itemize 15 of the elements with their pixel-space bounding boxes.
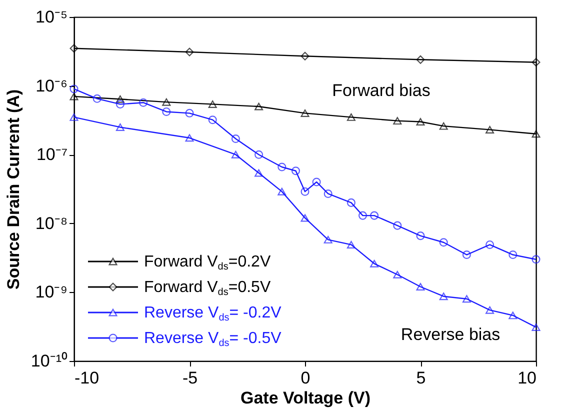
y-tick-label: 10⁻⁶ [36, 76, 68, 96]
y-tick-label: 10⁻¹⁰ [30, 352, 68, 370]
x-tick-label: 0 [300, 368, 310, 388]
y-tick-label: 10⁻⁵ [36, 8, 68, 26]
y-tick-label: 10⁻⁷ [36, 145, 68, 164]
y-tick-label: 10⁻⁸ [35, 214, 68, 233]
x-tick-label: 5 [416, 368, 426, 388]
x-tick-label: -10 [74, 368, 100, 388]
x-tick-label: 10 [518, 368, 536, 388]
y-tick-label: 10⁻⁹ [35, 282, 68, 302]
annotation: Forward bias [332, 80, 430, 100]
y-axis-title: Source Drain Current (A) [4, 89, 23, 290]
annotation: Reverse bias [400, 325, 500, 344]
x-tick-label: -5 [182, 368, 198, 388]
x-axis-title: Gate Voltage (V) [240, 388, 371, 408]
